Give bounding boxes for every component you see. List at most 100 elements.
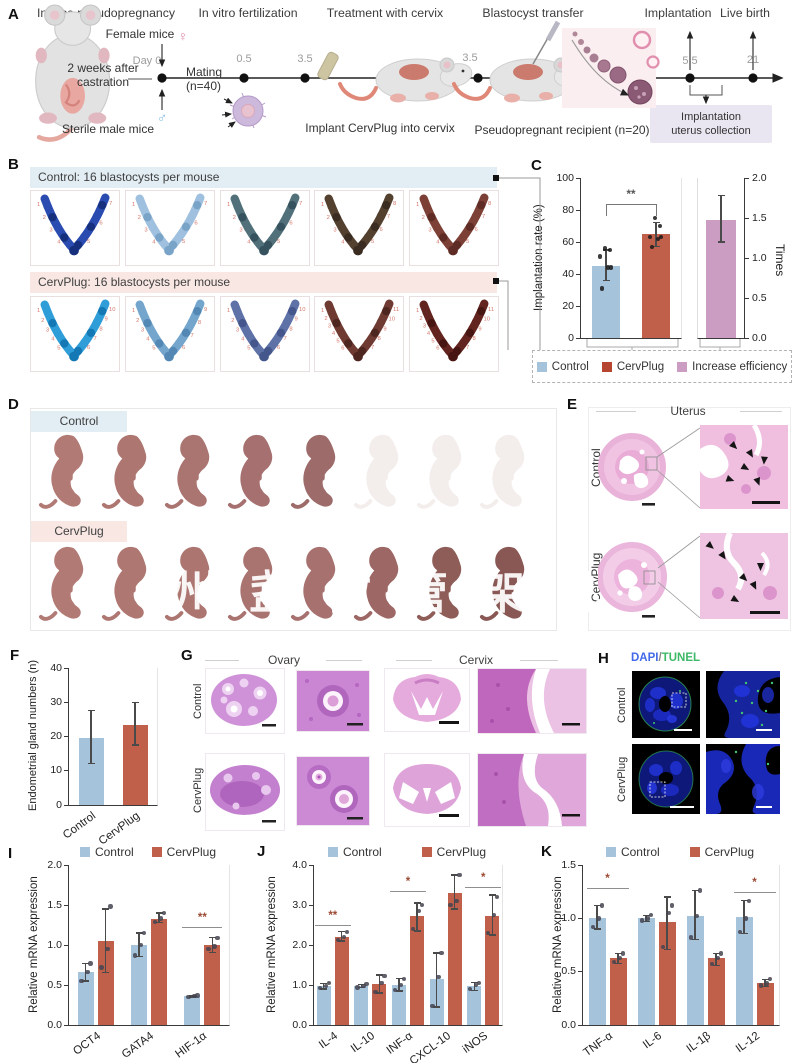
collection-bracket (689, 85, 723, 96)
pup-photo (164, 430, 222, 514)
d-cervplug-header: CervPlug (31, 521, 127, 542)
data-point (430, 1004, 435, 1009)
j-legend-cervplug-label: CervPlug (436, 845, 487, 859)
y-tick-label: 1.0 (47, 938, 62, 951)
svg-text:3: 3 (423, 324, 426, 330)
h-cervplug-section-image (632, 744, 700, 814)
implant-caption: Implant CervPlug into cervix (305, 121, 454, 135)
data-point (694, 914, 700, 919)
error-bar (605, 250, 607, 281)
k-legend-cervplug-label: CervPlug (704, 845, 755, 859)
step-title-implantation: Implantation (645, 6, 712, 20)
error-cap-top (320, 983, 328, 985)
y-tick (64, 984, 68, 986)
svg-text:2: 2 (43, 215, 46, 221)
y-tick (64, 736, 68, 738)
error-cap-bottom (413, 930, 421, 932)
svg-text:5: 5 (57, 345, 61, 351)
data-point (697, 888, 703, 893)
svg-text:1: 1 (132, 308, 135, 314)
svg-text:6: 6 (194, 221, 197, 227)
y-tick (578, 917, 582, 920)
g-control-cervix-image (384, 668, 470, 732)
b-control-header: Control: 16 blastocysts per mouse (30, 167, 497, 188)
svg-text:4: 4 (342, 239, 346, 245)
data-point (669, 903, 675, 908)
y-tick-label: 40 (50, 661, 62, 674)
significance-stars: * (605, 873, 610, 886)
svg-text:3: 3 (46, 327, 49, 333)
error-cap-bottom (593, 928, 601, 930)
y-tick-label: 2.0 (47, 858, 62, 871)
cervplug-swatch (689, 847, 700, 857)
data-point (341, 934, 346, 940)
significance-stars: * (480, 872, 486, 884)
significance-stars: ** (626, 188, 636, 201)
svg-text:2: 2 (231, 318, 234, 324)
y-tick-label: 100 (556, 171, 574, 184)
data-point (645, 916, 651, 921)
x-axis-label: IL-6 (640, 1030, 664, 1052)
control-swatch (79, 847, 90, 857)
h-title: DAPI/TUNEL (631, 652, 700, 664)
pup-photo (227, 542, 285, 626)
svg-text:7: 7 (190, 333, 193, 339)
data-point (764, 981, 770, 986)
error-cap-top (593, 904, 601, 907)
cervplug-swatch (601, 361, 612, 372)
h-row-label-control: Control (616, 687, 628, 723)
data-point (323, 984, 328, 989)
female-symbol: ♀ (178, 28, 189, 44)
bar-IL-6-control (637, 918, 655, 1025)
data-point (758, 983, 764, 988)
endometrial-gland-chart: 0 10 20 30 40 Control CervPlug (50, 662, 158, 848)
bar-HIF-1α-cervplug (204, 945, 221, 1025)
svg-text:4: 4 (427, 331, 431, 337)
error-cap-top (761, 978, 769, 980)
svg-text:4: 4 (241, 337, 245, 343)
i-legend-control-label: Control (94, 845, 134, 859)
svg-text:5: 5 (87, 239, 91, 245)
g-title-ovary: Ovary (267, 653, 300, 667)
x-axis-label: GATA4 (119, 1030, 157, 1061)
significance-stars: ** (197, 912, 207, 925)
sterile-male-label: Sterile male mice (62, 122, 154, 136)
h-title-tunel: TUNEL (661, 652, 701, 664)
svg-text:11: 11 (393, 307, 399, 313)
svg-text:1: 1 (227, 308, 230, 314)
data-point (206, 946, 211, 952)
c-legend-cervplug-label: CervPlug (616, 360, 665, 373)
svg-text:1: 1 (37, 308, 40, 314)
y-tick-label: 1.0 (561, 911, 576, 924)
pup-photo (164, 542, 222, 626)
bar-GATA4-control (131, 945, 147, 1025)
svg-text:9: 9 (294, 317, 297, 323)
error-cap-bottom (602, 279, 610, 281)
x-axis-label: IL-12 (733, 1030, 762, 1056)
svg-text:5: 5 (276, 239, 280, 245)
svg-text:4: 4 (152, 239, 156, 245)
data-point (195, 993, 200, 998)
data-point (152, 919, 158, 924)
significance-bracket (606, 203, 656, 205)
error-cap-top (135, 932, 143, 934)
collection-text-1: Implantation (681, 111, 741, 123)
castration-text-2: castration (77, 75, 129, 89)
data-point (620, 951, 626, 956)
svg-text:8: 8 (99, 327, 102, 333)
e-title-uterus: Uterus (670, 404, 706, 418)
error-cap-bottom (320, 988, 328, 990)
svg-text:6: 6 (276, 345, 279, 351)
svg-text:6: 6 (87, 345, 90, 351)
y-tick-label: 80 (562, 203, 574, 216)
y-tick (745, 297, 749, 299)
y-tick-label: 0.5 (561, 965, 576, 978)
error-cap-bottom (470, 989, 478, 991)
svg-text:3: 3 (428, 228, 431, 234)
svg-text:7: 7 (299, 201, 302, 207)
error-cap-bottom (208, 951, 216, 953)
error-cap-bottom (338, 940, 346, 942)
data-point (457, 872, 462, 878)
y-tick-label: 0.5 (752, 291, 767, 304)
